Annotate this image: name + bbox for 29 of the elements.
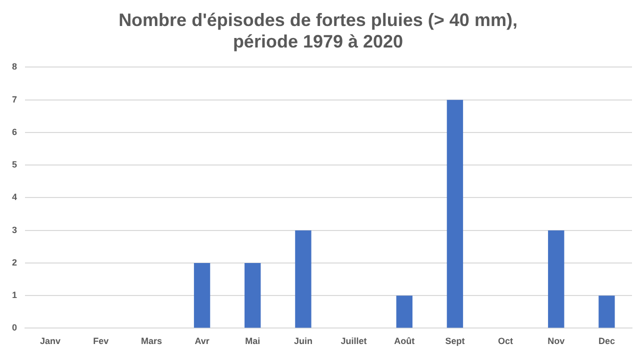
- x-tick-label: Juin: [294, 336, 312, 346]
- bar: [244, 262, 261, 328]
- x-tick-label: Mars: [140, 336, 162, 346]
- bar: [446, 100, 464, 328]
- x-tick-label: Avr: [194, 336, 210, 346]
- bar: [598, 296, 615, 328]
- y-tick-label: 4: [12, 192, 18, 202]
- y-tick-label: 3: [12, 224, 18, 235]
- bar: [548, 230, 564, 328]
- x-tick-label: Nov: [548, 336, 565, 346]
- bar: [194, 262, 210, 328]
- y-tick-label: 2: [12, 257, 18, 268]
- x-tick-label: Juillet: [340, 336, 367, 346]
- y-tick-label: 1: [12, 290, 18, 300]
- y-tick-label: 8: [12, 62, 18, 72]
- x-tick-label: Sept: [445, 336, 465, 346]
- x-tick-label: Août: [394, 336, 415, 346]
- x-tick-label: Janv: [40, 336, 61, 346]
- x-tick-label: Fev: [93, 336, 109, 346]
- y-tick-label: 0: [12, 322, 18, 333]
- x-tick-label: Oct: [498, 336, 514, 346]
- y-tick-label: 7: [12, 94, 18, 104]
- x-tick-label: Dec: [598, 336, 615, 346]
- bar: [396, 296, 412, 328]
- y-tick-label: 6: [12, 126, 18, 137]
- y-tick-label: 5: [12, 160, 18, 170]
- bar: [295, 230, 312, 328]
- chart-title: Nombre d'épisodes de fortes pluies (> 40 mm), période 1979 à 2020: [118, 10, 518, 52]
- x-tick-label: Mai: [245, 336, 260, 346]
